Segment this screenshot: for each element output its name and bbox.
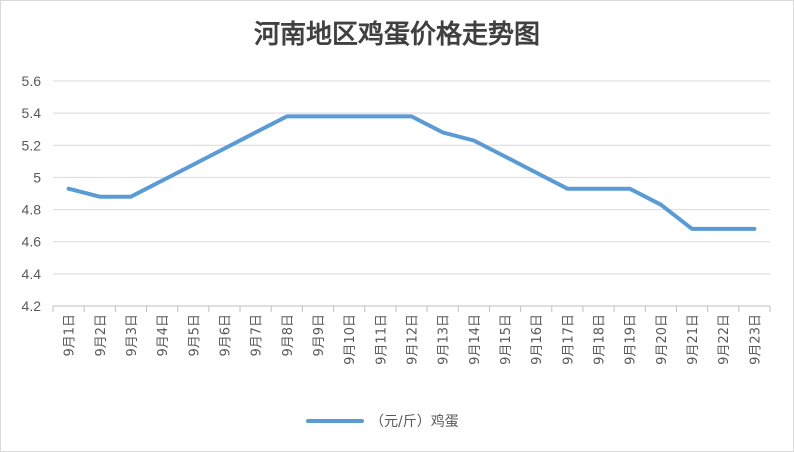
x-tick-label: 9月12日 bbox=[406, 314, 421, 365]
x-tick-label: 9月21日 bbox=[686, 314, 701, 365]
x-tick-label: 9月5日 bbox=[187, 314, 202, 357]
x-tick-label: 9月11日 bbox=[374, 314, 389, 365]
y-tick-label: 5 bbox=[33, 169, 41, 185]
x-tick-label: 9月17日 bbox=[561, 314, 576, 365]
plot-area bbox=[66, 114, 757, 231]
x-tick-label: 9月4日 bbox=[156, 314, 171, 357]
x-tick-label: 9月6日 bbox=[218, 314, 233, 357]
y-tick-label: 5.4 bbox=[22, 105, 42, 121]
x-tick-label: 9月23日 bbox=[748, 314, 763, 365]
legend: （元/斤）鸡蛋 bbox=[306, 413, 459, 430]
legend-label: （元/斤）鸡蛋 bbox=[370, 413, 459, 430]
gridlines bbox=[53, 80, 770, 307]
x-tick-label: 9月3日 bbox=[125, 314, 140, 357]
x-tick-label: 9月1日 bbox=[63, 314, 78, 357]
y-tick-label: 4.4 bbox=[22, 266, 42, 282]
y-tick-label: 5.6 bbox=[22, 73, 42, 89]
x-tick-label: 9月13日 bbox=[437, 314, 452, 365]
x-tick-label: 9月20日 bbox=[655, 314, 670, 365]
y-tick-label: 4.6 bbox=[22, 234, 42, 250]
x-tick-label: 9月8日 bbox=[281, 314, 296, 357]
x-tick-label: 9月14日 bbox=[468, 314, 483, 365]
y-axis: 4.2 4.4 4.6 4.8 5 5.2 5.4 5.6 bbox=[22, 73, 42, 314]
x-tick-label: 9月15日 bbox=[499, 314, 514, 365]
x-tick-label: 9月7日 bbox=[250, 314, 265, 357]
series-line bbox=[66, 114, 757, 231]
x-tick-label: 9月9日 bbox=[312, 314, 327, 357]
x-tick-label: 9月19日 bbox=[624, 314, 639, 365]
x-tick-label: 9月22日 bbox=[717, 314, 732, 365]
y-tick-label: 4.8 bbox=[22, 202, 42, 218]
x-tick-label: 9月18日 bbox=[593, 314, 608, 365]
x-tick-label: 9月16日 bbox=[530, 314, 545, 365]
x-tick-label: 9月10日 bbox=[343, 314, 358, 365]
chart-title: 河南地区鸡蛋价格走势图 bbox=[253, 20, 540, 50]
y-tick-label: 5.2 bbox=[22, 137, 42, 153]
y-tick-label: 4.2 bbox=[22, 298, 42, 314]
x-axis: 9月1日 9月2日 9月3日 9月4日 9月5日 9月6日 9月7日 9月8日 9月9日 9月10… bbox=[52, 306, 771, 365]
x-tick-label: 9月2日 bbox=[94, 314, 109, 357]
